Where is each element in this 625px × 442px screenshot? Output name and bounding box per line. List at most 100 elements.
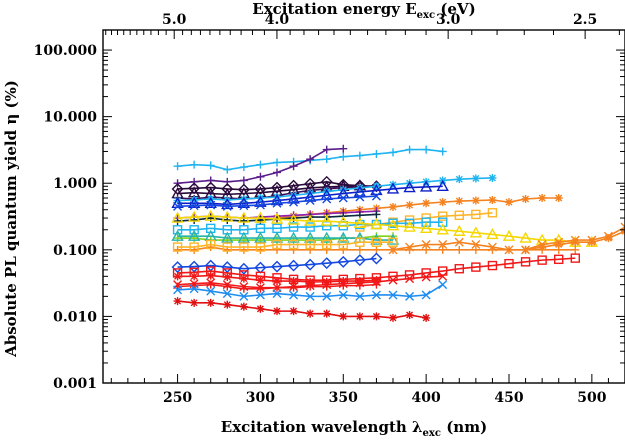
data-point <box>322 145 331 154</box>
data-point <box>288 239 299 250</box>
top-axis-title-subscript: exc <box>417 10 435 21</box>
data-point <box>438 271 448 281</box>
data-point <box>223 273 232 282</box>
data-point <box>237 231 251 243</box>
x-axis-title-text: Excitation wavelength <box>221 418 407 436</box>
x-tick-label: 250 <box>163 390 192 406</box>
data-point <box>371 290 381 300</box>
data-point <box>338 290 348 300</box>
data-point <box>289 307 298 316</box>
data-point <box>339 152 348 161</box>
data-point <box>488 195 497 204</box>
data-point <box>337 231 350 243</box>
data-point <box>405 201 414 210</box>
data-point <box>206 200 216 210</box>
data-point <box>389 313 397 322</box>
data-point <box>255 200 265 210</box>
data-point <box>353 254 366 267</box>
data-point <box>339 245 348 254</box>
data-point <box>554 240 563 249</box>
data-point <box>306 277 315 286</box>
data-point <box>405 291 415 301</box>
data-point <box>187 229 201 241</box>
series-line <box>177 241 393 248</box>
series-23 <box>173 271 381 286</box>
data-point <box>554 245 563 254</box>
data-point <box>454 237 464 247</box>
data-point <box>206 161 215 170</box>
series-line <box>177 184 360 196</box>
series-layer <box>171 144 625 322</box>
data-point <box>337 255 350 268</box>
data-point <box>255 290 265 300</box>
data-point <box>389 202 397 211</box>
data-point <box>338 239 348 250</box>
data-point <box>422 199 431 208</box>
data-point <box>487 208 498 218</box>
series-19 <box>173 243 580 254</box>
data-point <box>403 181 416 193</box>
y-tick-label: 1.000 <box>53 176 97 192</box>
data-point <box>239 274 248 283</box>
data-point <box>254 182 267 195</box>
data-point <box>171 229 184 241</box>
data-point <box>421 240 431 250</box>
data-point <box>386 219 400 231</box>
data-point <box>204 181 217 194</box>
data-point <box>206 280 215 289</box>
data-point <box>171 261 184 274</box>
data-point <box>455 197 464 206</box>
data-point <box>190 195 199 204</box>
series-line <box>177 300 427 319</box>
data-point <box>370 183 383 196</box>
data-point <box>372 245 381 254</box>
data-point <box>189 201 199 211</box>
top-axis-title-text: Excitation energy E <box>252 0 416 18</box>
data-point <box>187 210 201 222</box>
data-point <box>173 245 182 254</box>
data-point <box>486 228 499 240</box>
data-point <box>206 271 215 280</box>
data-point <box>554 254 564 265</box>
data-point <box>322 282 331 291</box>
data-point <box>520 257 531 267</box>
data-point <box>370 233 383 245</box>
data-point <box>256 172 265 181</box>
data-point <box>270 231 284 243</box>
data-point <box>320 231 333 243</box>
data-point <box>239 242 249 252</box>
data-point <box>322 309 331 318</box>
data-point <box>355 192 365 202</box>
data-point <box>171 211 184 223</box>
data-point <box>223 300 232 309</box>
data-point <box>389 148 397 157</box>
data-point <box>306 309 315 318</box>
data-point <box>538 194 547 203</box>
data-point <box>272 198 282 208</box>
data-point <box>239 176 248 185</box>
data-point <box>438 245 447 254</box>
data-point <box>389 245 397 254</box>
data-point <box>206 239 216 250</box>
data-point <box>190 160 199 169</box>
data-point <box>471 262 481 272</box>
y-tick-label: 100.000 <box>34 43 98 59</box>
x-tick-label: 450 <box>494 390 523 406</box>
data-point <box>273 168 281 177</box>
x-axis-title-symbol: λ <box>412 418 423 436</box>
data-point <box>173 217 182 226</box>
data-point <box>305 239 315 250</box>
data-point <box>289 197 299 207</box>
series-26 <box>173 280 448 301</box>
data-point <box>405 245 414 254</box>
top-tick-label: 4.0 <box>265 12 290 28</box>
data-point <box>289 290 299 300</box>
data-point <box>372 276 381 285</box>
data-point <box>272 289 282 299</box>
top-axis-title: Excitation energy Eexc (eV) <box>252 0 475 22</box>
data-point <box>337 215 350 227</box>
data-point <box>255 242 266 252</box>
data-point <box>372 280 381 289</box>
data-point <box>355 245 364 254</box>
data-point <box>221 210 234 222</box>
